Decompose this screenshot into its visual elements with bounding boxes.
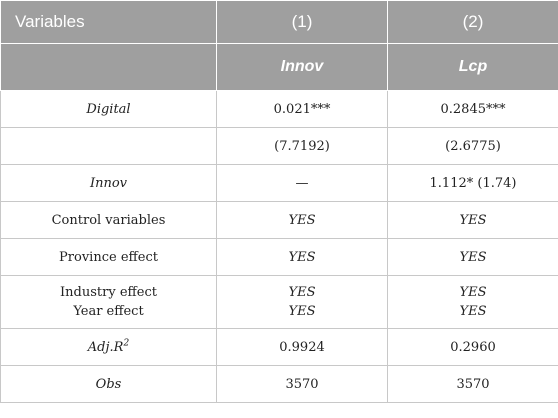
column-2-dependent: Lcp [387, 43, 558, 91]
table-row-digital-t: (7.7192) (2.6775) [0, 127, 558, 165]
table-row-industry-year: Industry effect Year effect YES YES YES … [0, 275, 558, 329]
cell-innov-col2: 1.112* (1.74) [387, 164, 558, 202]
cell-industry-col1: YES [288, 285, 316, 300]
row-label-adjr2: Adj.R2 [0, 328, 217, 366]
row-label-province: Province effect [0, 238, 217, 276]
cell-obs-col1: 3570 [216, 365, 388, 403]
variables-header: Variables [0, 0, 217, 44]
cell-digital-t-col2: (2.6775) [387, 127, 558, 165]
row-label-innov: Innov [0, 164, 217, 202]
row-label-digital: Digital [0, 90, 217, 128]
table-row-innov: Innov — 1.112* (1.74) [0, 164, 558, 202]
cell-digital-t-col1: (7.7192) [216, 127, 388, 165]
table-row-adjr2: Adj.R2 0.9924 0.2960 [0, 328, 558, 366]
row-label-industry: Industry effect [60, 285, 157, 300]
row-label-control: Control variables [0, 201, 217, 239]
cell-digital-col2: 0.2845*** [387, 90, 558, 128]
row-label-year: Year effect [73, 304, 144, 319]
header-row-dependent: Innov Lcp [0, 43, 558, 91]
cell-industry-year-col1: YES YES [216, 275, 388, 329]
cell-adjr2-col1: 0.9924 [216, 328, 388, 366]
adjr2-label-text: Adj.R [87, 339, 124, 355]
header-empty-cell [0, 43, 217, 91]
table-row-obs: Obs 3570 3570 [0, 365, 558, 403]
table-row-digital: Digital 0.021*** 0.2845*** [0, 90, 558, 128]
header-row-numbers: Variables (1) (2) [0, 0, 558, 44]
column-1-dependent: Innov [216, 43, 388, 91]
cell-industry-col2: YES [459, 285, 487, 300]
cell-innov-col1: — [216, 164, 388, 202]
cell-digital-col1: 0.021*** [216, 90, 388, 128]
column-1-number: (1) [216, 0, 388, 44]
cell-control-col1: YES [216, 201, 388, 239]
table-header: Variables (1) (2) Innov Lcp [0, 0, 558, 91]
cell-adjr2-col2: 0.2960 [387, 328, 558, 366]
row-label-obs: Obs [0, 365, 217, 403]
adjr2-label-superscript: 2 [123, 338, 130, 349]
cell-province-col1: YES [216, 238, 388, 276]
cell-year-col2: YES [459, 304, 487, 319]
row-label-industry-year: Industry effect Year effect [0, 275, 217, 329]
table-row-control: Control variables YES YES [0, 201, 558, 239]
column-2-number: (2) [387, 0, 558, 44]
cell-control-col2: YES [387, 201, 558, 239]
table-row-province: Province effect YES YES [0, 238, 558, 276]
cell-year-col1: YES [288, 304, 316, 319]
regression-table: Variables (1) (2) Innov Lcp Digital 0.02… [0, 0, 558, 403]
cell-industry-year-col2: YES YES [387, 275, 558, 329]
cell-obs-col2: 3570 [387, 365, 558, 403]
cell-province-col2: YES [387, 238, 558, 276]
row-label-empty [0, 127, 217, 165]
